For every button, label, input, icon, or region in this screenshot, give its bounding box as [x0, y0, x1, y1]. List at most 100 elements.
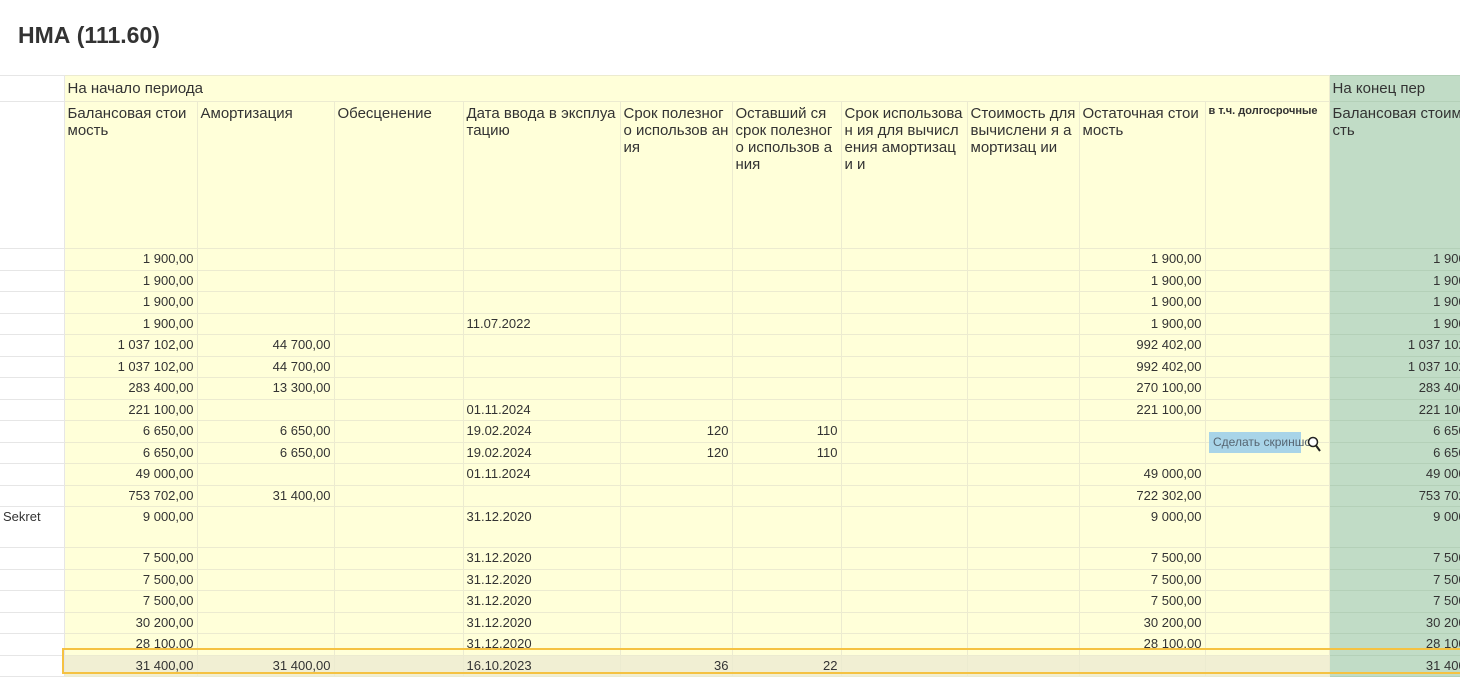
- table-cell[interactable]: [619, 611, 733, 634]
- table-cell[interactable]: [966, 269, 1080, 292]
- table-cell[interactable]: [966, 506, 1080, 548]
- table-cell[interactable]: [840, 506, 968, 548]
- table-cell[interactable]: [1204, 568, 1330, 591]
- table-cell[interactable]: 1 900,00: [63, 248, 198, 271]
- table-cell[interactable]: [196, 590, 335, 613]
- table-cell[interactable]: 31.12.2020: [462, 611, 621, 634]
- table-cell[interactable]: 1 037 102,00: [63, 355, 198, 378]
- table-cell[interactable]: 49 000,00: [63, 463, 198, 486]
- table-cell[interactable]: [1078, 420, 1206, 443]
- table-row[interactable]: 7 500,00 31.12.2020 7 500,00 7 500,0: [0, 590, 1460, 613]
- table-cell[interactable]: [731, 590, 842, 613]
- table-cell[interactable]: 30 200,0: [1328, 611, 1460, 634]
- table-cell[interactable]: 44 700,00: [196, 355, 335, 378]
- table-cell[interactable]: [1204, 506, 1330, 548]
- table-cell[interactable]: 13 300,00: [196, 377, 335, 400]
- table-cell[interactable]: 49 000,0: [1328, 463, 1460, 486]
- table-cell[interactable]: [619, 547, 733, 570]
- table-cell[interactable]: 7 500,0: [1328, 568, 1460, 591]
- table-cell[interactable]: 30 200,00: [1078, 611, 1206, 634]
- table-cell[interactable]: [196, 269, 335, 292]
- table-cell[interactable]: [333, 269, 464, 292]
- table-cell[interactable]: [619, 568, 733, 591]
- table-cell[interactable]: [333, 611, 464, 634]
- table-cell[interactable]: 1 900,0: [1328, 248, 1460, 271]
- table-cell[interactable]: [840, 312, 968, 335]
- table-cell[interactable]: [840, 269, 968, 292]
- table-cell[interactable]: [731, 484, 842, 507]
- table-cell[interactable]: [840, 654, 968, 677]
- table-cell[interactable]: 9 000,0: [1328, 506, 1460, 548]
- table-cell[interactable]: 1 900,00: [63, 312, 198, 335]
- column-header[interactable]: Балансовая стоимость: [63, 101, 198, 249]
- column-header[interactable]: Балансовая стоимость: [1328, 101, 1460, 249]
- table-cell[interactable]: 283 400,00: [63, 377, 198, 400]
- table-cell[interactable]: [619, 463, 733, 486]
- table-cell[interactable]: 31.12.2020: [462, 590, 621, 613]
- table-cell[interactable]: [333, 654, 464, 677]
- table-cell[interactable]: 1 900,00: [63, 269, 198, 292]
- table-cell[interactable]: 01.11.2024: [462, 463, 621, 486]
- table-cell[interactable]: [966, 568, 1080, 591]
- table-cell[interactable]: [333, 312, 464, 335]
- table-cell[interactable]: [333, 568, 464, 591]
- table-cell[interactable]: [196, 568, 335, 591]
- table-cell[interactable]: [619, 248, 733, 271]
- table-cell[interactable]: [731, 334, 842, 357]
- screenshot-tooltip[interactable]: Сделать скриншот: [1209, 432, 1316, 453]
- table-cell[interactable]: 6 650,0: [1328, 441, 1460, 464]
- table-cell[interactable]: [196, 506, 335, 548]
- table-cell[interactable]: [731, 633, 842, 656]
- table-cell[interactable]: 1 900,0: [1328, 312, 1460, 335]
- table-row[interactable]: 49 000,00 01.11.2024 49 000,00 49 000,0: [0, 463, 1460, 486]
- table-cell[interactable]: [966, 590, 1080, 613]
- table-cell[interactable]: [619, 334, 733, 357]
- table-cell[interactable]: 49 000,00: [1078, 463, 1206, 486]
- table-cell[interactable]: [333, 291, 464, 314]
- table-cell[interactable]: [966, 420, 1080, 443]
- table-cell[interactable]: 1 037 102,0: [1328, 355, 1460, 378]
- table-cell[interactable]: [462, 355, 621, 378]
- report-table-container[interactable]: На начало периода На конец пер Балансова…: [0, 75, 1460, 677]
- table-cell[interactable]: [333, 590, 464, 613]
- table-row[interactable]: 1 900,00 11.07.2022 1 900,00 1 900,0: [0, 312, 1460, 335]
- table-cell[interactable]: [966, 334, 1080, 357]
- table-cell[interactable]: 31 400,00: [63, 654, 198, 677]
- table-cell[interactable]: 1 037 102,00: [63, 334, 198, 357]
- table-cell[interactable]: 28 100,00: [1078, 633, 1206, 656]
- table-cell[interactable]: [333, 547, 464, 570]
- table-cell[interactable]: [731, 506, 842, 548]
- table-cell[interactable]: [731, 377, 842, 400]
- table-cell[interactable]: [462, 334, 621, 357]
- group-start-period[interactable]: На начало периода: [63, 75, 1330, 102]
- table-cell[interactable]: [840, 547, 968, 570]
- table-cell[interactable]: [840, 441, 968, 464]
- table-cell[interactable]: 6 650,00: [196, 441, 335, 464]
- table-cell[interactable]: [731, 269, 842, 292]
- table-cell[interactable]: [1078, 654, 1206, 677]
- table-cell[interactable]: [196, 547, 335, 570]
- table-cell[interactable]: 44 700,00: [196, 334, 335, 357]
- table-cell[interactable]: [333, 355, 464, 378]
- table-cell[interactable]: [966, 547, 1080, 570]
- table-cell[interactable]: [840, 463, 968, 486]
- column-header[interactable]: Стоимость для вычислени я амортизац ии: [966, 101, 1080, 249]
- table-cell[interactable]: 7 500,00: [1078, 590, 1206, 613]
- table-cell[interactable]: [966, 291, 1080, 314]
- table-cell[interactable]: [1204, 484, 1330, 507]
- table-cell[interactable]: 7 500,0: [1328, 547, 1460, 570]
- table-cell[interactable]: 1 900,00: [1078, 269, 1206, 292]
- table-cell[interactable]: [333, 633, 464, 656]
- table-cell[interactable]: 01.11.2024: [462, 398, 621, 421]
- table-cell[interactable]: 283 400,0: [1328, 377, 1460, 400]
- table-row[interactable]: 1 900,00 1 900,00 1 900,0: [0, 248, 1460, 271]
- table-cell[interactable]: [462, 248, 621, 271]
- table-cell[interactable]: [731, 355, 842, 378]
- table-cell[interactable]: [462, 269, 621, 292]
- table-row[interactable]: 28 100,00 31.12.2020 28 100,00 28 100,0: [0, 633, 1460, 656]
- table-cell[interactable]: [619, 590, 733, 613]
- table-cell[interactable]: [840, 611, 968, 634]
